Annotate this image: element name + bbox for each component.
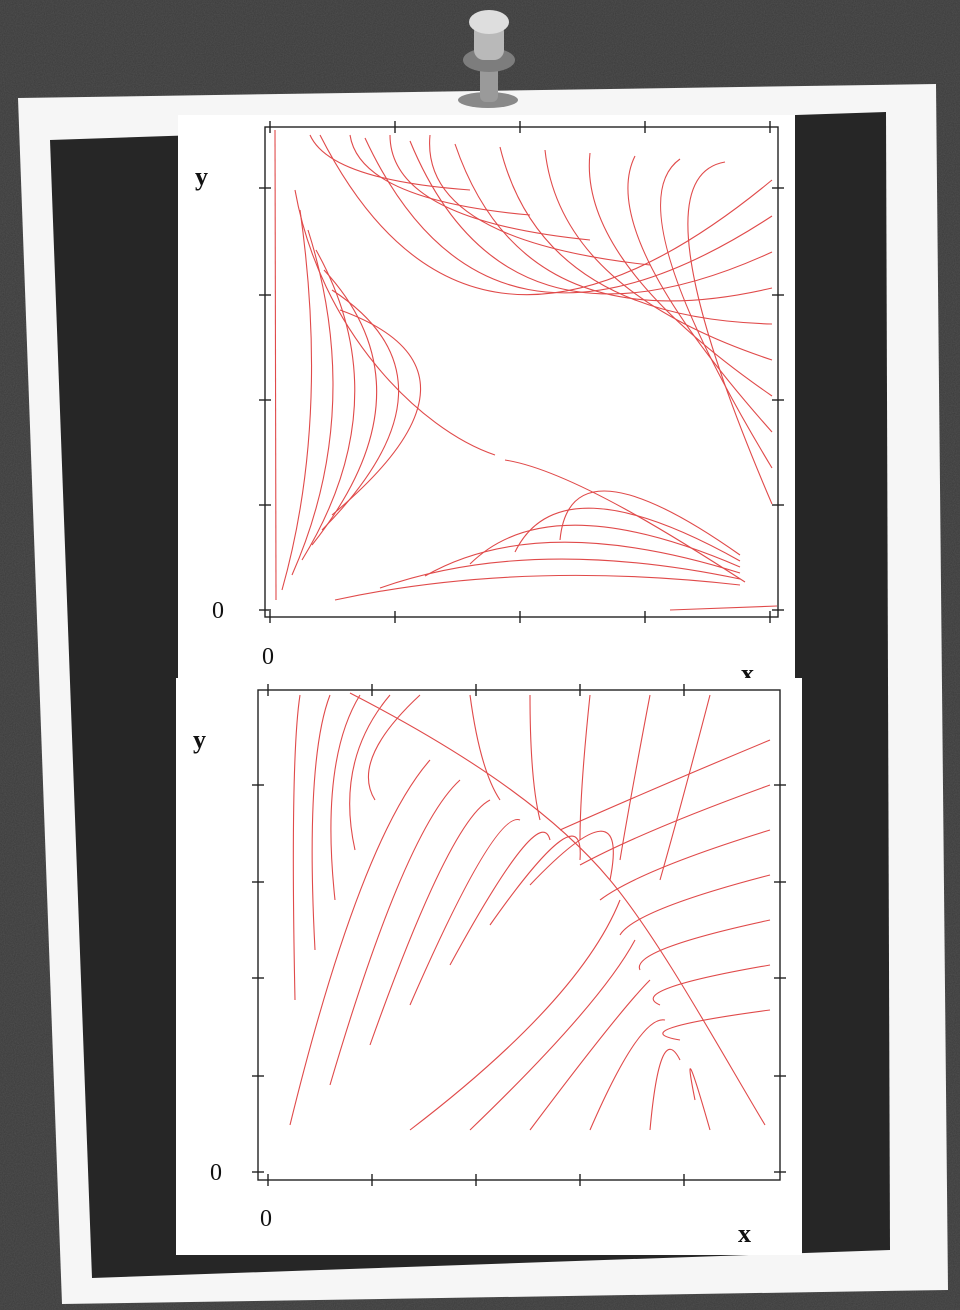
trajectory: [454, 143, 773, 302]
trajectory: [409, 140, 773, 295]
y-axis-label: y: [193, 725, 206, 754]
trajectory: [579, 694, 591, 841]
trajectories: [274, 129, 778, 611]
y-axis-label: y: [195, 162, 208, 191]
trajectory: [579, 784, 771, 866]
trajectory: [469, 694, 501, 801]
trajectory: [529, 694, 541, 821]
plot-frame: [257, 689, 781, 1181]
trajectory: [544, 149, 773, 361]
trajectory: [559, 490, 741, 556]
plot-frame: [264, 126, 779, 618]
trajectory: [409, 819, 521, 1006]
push-pin: [458, 10, 518, 108]
x-axis-label: x: [738, 1219, 751, 1248]
y-zero-label: 0: [212, 598, 224, 624]
trajectory: [321, 289, 400, 531]
trajectory: [649, 1048, 681, 1131]
trajectory: [449, 831, 551, 966]
trajectories: [289, 692, 771, 1131]
trajectory: [281, 209, 313, 591]
trajectory: [588, 152, 773, 397]
ticks: [252, 684, 786, 1186]
trajectory: [369, 799, 491, 1046]
trajectory: [331, 309, 422, 516]
trajectory: [367, 694, 421, 801]
trajectory: [289, 759, 431, 1126]
trajectory: [652, 964, 771, 1006]
trajectory: [589, 1019, 666, 1131]
trajectory: [329, 779, 461, 1086]
trajectory: [349, 134, 531, 216]
trajectory: [638, 919, 771, 971]
trajectory: [559, 739, 771, 831]
trajectory: [319, 134, 773, 296]
trajectory: [619, 694, 651, 861]
trajectory: [301, 249, 356, 561]
x-zero-label: 0: [260, 1206, 272, 1232]
x-zero-label: 0: [262, 644, 274, 670]
trajectory: [379, 558, 741, 589]
trajectory: [349, 694, 391, 851]
trajectory: [627, 155, 773, 433]
phase-plot: y 0 0 x: [176, 678, 802, 1255]
trajectory: [334, 574, 741, 601]
trajectory: [409, 899, 621, 1131]
trajectory: [469, 939, 636, 1131]
trajectory: [529, 979, 651, 1131]
trajectory: [274, 129, 277, 601]
trajectory: [689, 1068, 711, 1131]
trajectory: [429, 134, 651, 266]
plot-panel: [176, 678, 802, 1255]
trajectory: [669, 605, 778, 611]
y-zero-label: 0: [210, 1160, 222, 1186]
trajectory: [311, 694, 331, 951]
trajectory: [469, 524, 741, 568]
trajectory: [424, 541, 741, 577]
ticks: [259, 121, 784, 623]
trajectory: [619, 874, 771, 936]
trajectory: [291, 229, 334, 576]
trajectory: [504, 459, 746, 583]
trajectory: [514, 507, 741, 562]
trajectory: [529, 830, 614, 886]
trajectory: [662, 1009, 771, 1041]
trajectory: [389, 134, 591, 241]
trajectory: [499, 146, 773, 325]
trajectory: [599, 829, 771, 901]
trajectory: [687, 161, 773, 505]
trajectory: [309, 134, 471, 191]
plot-panel: [178, 115, 795, 678]
trajectory: [292, 694, 301, 1001]
trajectory: [489, 835, 581, 926]
trajectory: [330, 694, 361, 901]
trajectory: [660, 158, 773, 469]
phase-plot: y 0 0 x: [178, 115, 795, 688]
trajectory: [659, 694, 711, 881]
trajectory: [364, 137, 773, 294]
trajectory: [294, 189, 496, 456]
